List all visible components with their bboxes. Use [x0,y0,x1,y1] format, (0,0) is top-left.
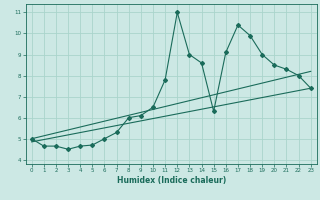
X-axis label: Humidex (Indice chaleur): Humidex (Indice chaleur) [116,176,226,185]
